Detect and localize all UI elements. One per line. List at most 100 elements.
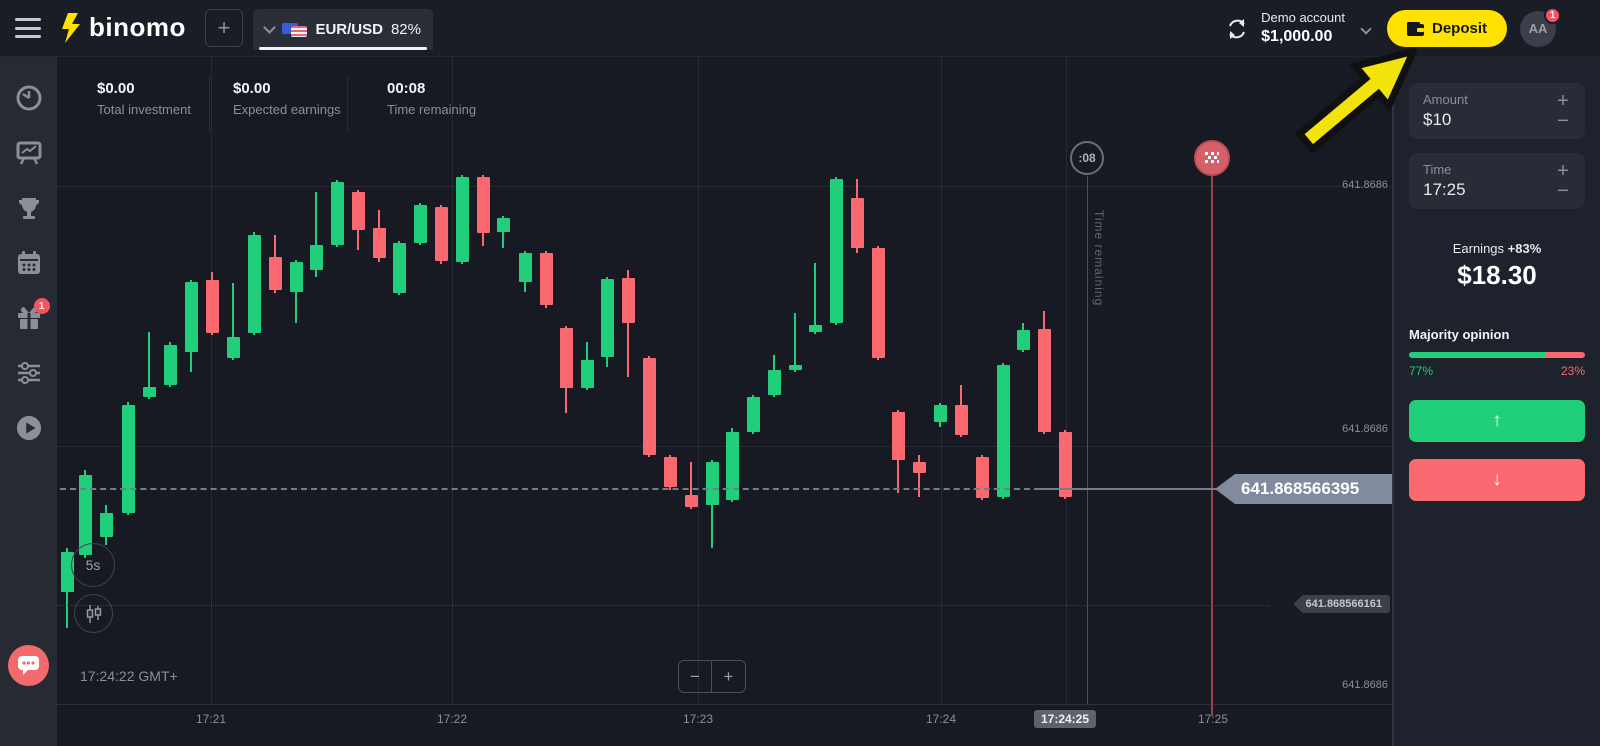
candle xyxy=(1037,329,1051,432)
candle xyxy=(268,257,282,290)
sidebar-item-tournaments[interactable] xyxy=(16,195,42,221)
wallet-icon xyxy=(1406,21,1424,36)
sidebar-item-calendar[interactable] xyxy=(16,250,42,276)
put-down-button[interactable]: ↓ xyxy=(1409,459,1585,501)
candle xyxy=(78,475,92,555)
candle xyxy=(60,552,74,592)
candle xyxy=(434,207,448,261)
candle xyxy=(205,280,219,333)
time-axis-label: 17:24:25 xyxy=(1033,710,1097,728)
stat-value: 00:08 xyxy=(387,80,426,97)
time-value: 17:25 xyxy=(1423,180,1466,199)
asset-tab-eurusd[interactable]: EUR/USD 82% xyxy=(253,9,433,50)
time-axis-label: 17:21 xyxy=(195,712,227,726)
deposit-button[interactable]: Deposit xyxy=(1386,10,1507,47)
candle xyxy=(392,243,406,293)
sidebar: 1 xyxy=(0,57,57,746)
account-type: Demo account xyxy=(1261,10,1345,26)
indicators-button[interactable] xyxy=(74,594,113,633)
sidebar-item-history[interactable] xyxy=(16,85,42,111)
candle xyxy=(975,457,989,498)
candle xyxy=(496,218,510,232)
amount-field[interactable]: Amount $10 + − xyxy=(1409,83,1585,139)
time-decrease-button[interactable]: − xyxy=(1557,180,1569,202)
candle xyxy=(580,360,594,388)
majority-percentages: 77% 23% xyxy=(1409,364,1585,378)
candle xyxy=(247,235,261,333)
majority-opinion-bar xyxy=(1409,352,1585,358)
candle xyxy=(705,462,719,505)
majority-opinion-label: Majority opinion xyxy=(1409,327,1510,342)
candle xyxy=(684,495,698,507)
sidebar-item-gifts[interactable]: 1 xyxy=(16,298,50,331)
candle xyxy=(163,345,177,385)
bolt-icon xyxy=(62,12,80,43)
zoom-out-button[interactable]: − xyxy=(679,661,712,692)
call-up-button[interactable]: ↑ xyxy=(1409,400,1585,442)
current-price-badge: 641.868566395 xyxy=(1215,474,1392,504)
account-balance: $1,000.00 xyxy=(1261,27,1333,45)
timeframe-button[interactable]: 5s xyxy=(71,543,115,587)
time-increase-button[interactable]: + xyxy=(1557,160,1569,182)
chevron-down-icon xyxy=(263,21,276,34)
chevron-down-icon[interactable] xyxy=(1360,22,1372,35)
candle xyxy=(663,457,677,487)
support-chat-button[interactable] xyxy=(8,645,49,686)
candle xyxy=(891,412,905,460)
stat-label: Expected earnings xyxy=(233,102,341,117)
sidebar-item-market[interactable] xyxy=(16,140,42,166)
topbar-right: Demo account $1,000.00 Deposit AA 1 xyxy=(1226,0,1561,57)
add-asset-tab[interactable]: + xyxy=(205,9,243,47)
v-gridline xyxy=(452,57,453,704)
sidebar-item-tutorials[interactable] xyxy=(16,415,42,441)
candle xyxy=(330,182,344,245)
v-gridline xyxy=(941,57,942,704)
time-axis-label: 17:24 xyxy=(925,712,957,726)
candle xyxy=(912,462,926,473)
time-axis-separator xyxy=(57,704,1392,705)
currency-flags-icon xyxy=(281,22,308,38)
earnings-percent: +83% xyxy=(1507,241,1542,256)
candle xyxy=(99,513,113,537)
majority-up-percent: 77% xyxy=(1409,364,1434,378)
candle xyxy=(642,358,656,455)
calendar-icon xyxy=(17,251,40,274)
binomo-logo: binomo xyxy=(60,12,186,43)
clock-icon xyxy=(16,85,41,111)
amount-increase-button[interactable]: + xyxy=(1557,90,1569,112)
account-switcher[interactable]: Demo account $1,000.00 xyxy=(1261,10,1345,46)
refresh-icon[interactable] xyxy=(1226,18,1248,40)
candle xyxy=(289,262,303,292)
time-axis-label: 17:22 xyxy=(436,712,468,726)
time-remaining-vertical-label: Time remaining xyxy=(1092,210,1106,307)
price-axis-label: 641.8686 xyxy=(1342,423,1388,435)
stats-divider xyxy=(209,75,210,133)
candle-wick xyxy=(232,283,234,360)
pair-name: EUR/USD xyxy=(315,21,383,38)
candle xyxy=(1058,432,1072,497)
trade-panel: Amount $10 + − Time 17:25 + − Earnings +… xyxy=(1392,57,1600,746)
candle xyxy=(746,397,760,432)
sidebar-item-settings[interactable] xyxy=(16,360,42,386)
candle-wick xyxy=(627,270,629,377)
menu-button[interactable] xyxy=(15,18,41,38)
play-icon xyxy=(16,415,41,441)
time-field[interactable]: Time 17:25 + − xyxy=(1409,153,1585,209)
amount-decrease-button[interactable]: − xyxy=(1557,110,1569,132)
candle xyxy=(1016,330,1030,350)
candle xyxy=(559,328,573,388)
candle-wick xyxy=(315,192,317,277)
candle-wick xyxy=(794,313,796,372)
chat-bubble-icon xyxy=(18,656,39,675)
trade-stats: $0.00 Total investment $0.00 Expected ea… xyxy=(97,75,504,133)
amount-value: $10 xyxy=(1423,110,1452,129)
expiry-flag-marker xyxy=(1194,140,1230,176)
stat-label: Total investment xyxy=(97,102,191,117)
zoom-in-button[interactable]: + xyxy=(712,661,745,692)
v-gridline xyxy=(698,57,699,704)
avatar[interactable]: AA 1 xyxy=(1520,6,1561,47)
time-label: Time xyxy=(1423,162,1452,177)
stat-total-investment: $0.00 Total investment xyxy=(97,80,205,117)
candle xyxy=(372,228,386,258)
